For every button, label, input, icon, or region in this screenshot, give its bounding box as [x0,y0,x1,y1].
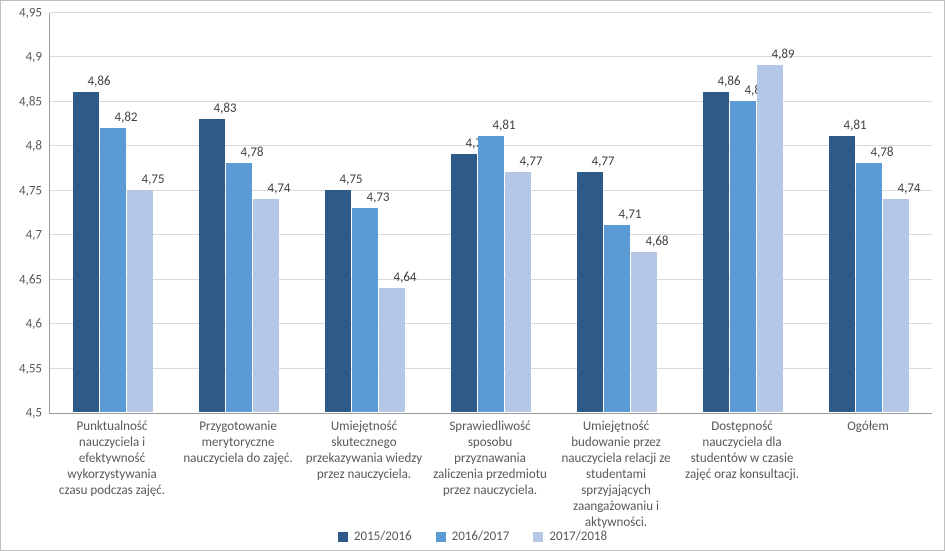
y-tick-label: 4,85 [6,94,42,109]
x-tick-label: Umiejętność skutecznego przekazywania wi… [305,419,423,483]
bar-value-label: 4,78 [870,145,893,160]
legend-label: 2016/2017 [452,529,510,544]
bar-value-label: 4,64 [393,270,416,285]
bar-value-label: 4,81 [492,118,515,133]
x-tick-label: Punktualność nauczyciela i efektywność w… [53,419,171,499]
bar-value-label: 4,74 [267,181,290,196]
bar [199,119,225,412]
bar [703,92,729,412]
bar-value-label: 4,68 [645,234,668,249]
bar [505,172,531,412]
x-tick-label: Przygotowanie merytoryczne nauczyciela d… [179,419,297,467]
bar [226,163,252,412]
bar-value-label: 4,75 [339,172,362,187]
bar [379,288,405,412]
y-tick-label: 4,9 [6,50,42,65]
y-tick-label: 4,55 [6,361,42,376]
legend-item-2016-2017: 2016/2017 [436,529,510,544]
x-tick-label: Umiejętność budowanie przez nauczyciela … [557,419,675,531]
bar-value-label: 4,77 [519,154,542,169]
bar [730,101,756,412]
y-tick-label: 4,65 [6,272,42,287]
y-tick-label: 4,8 [6,139,42,154]
bar [478,136,504,412]
bar-value-label: 4,82 [114,110,137,125]
bar-value-label: 4,86 [87,74,110,89]
x-tick-label: Ogółem [809,419,927,435]
bar [829,136,855,412]
y-tick-label: 4,75 [6,183,42,198]
bar [352,208,378,412]
plot-area: 4,864,824,754,834,784,744,754,734,644,79… [49,13,932,414]
bar-value-label: 4,77 [591,154,614,169]
legend-label: 2017/2018 [549,529,607,544]
bar [451,154,477,412]
legend-item-2017-2018: 2017/2018 [533,529,607,544]
legend-swatch [533,532,543,542]
y-tick-label: 4,95 [6,6,42,21]
bar [577,172,603,412]
bar-value-label: 4,73 [366,190,389,205]
bar [856,163,882,412]
legend: 2015/2016 2016/2017 2017/2018 [1,529,944,544]
bar-value-label: 4,86 [717,74,740,89]
bar [127,190,153,412]
y-tick-label: 4,5 [6,406,42,421]
bar-value-label: 4,75 [141,172,164,187]
bar-value-label: 4,78 [240,145,263,160]
legend-swatch [436,532,446,542]
bar [73,92,99,412]
chart-frame: 4,864,824,754,834,784,744,754,734,644,79… [0,0,945,551]
bar-value-label: 4,83 [213,101,236,116]
bar-value-label: 4,71 [618,207,641,222]
bar-value-label: 4,81 [843,118,866,133]
bar [757,65,783,412]
legend-swatch [338,532,348,542]
legend-label: 2015/2016 [354,529,412,544]
bar [631,252,657,412]
bar-value-label: 4,74 [897,181,920,196]
bar [325,190,351,412]
bar [604,225,630,412]
bar [883,199,909,412]
y-tick-label: 4,7 [6,228,42,243]
y-tick-label: 4,6 [6,317,42,332]
bar [100,128,126,412]
bar-value-label: 4,89 [771,47,794,62]
x-tick-label: Sprawiedliwość sposobu przyznawania zali… [431,419,549,499]
x-tick-label: Dostępność nauczyciela dla studentów w c… [683,419,801,483]
bars-layer: 4,864,824,754,834,784,744,754,734,644,79… [50,13,932,413]
legend-item-2015-2016: 2015/2016 [338,529,412,544]
bar [253,199,279,412]
